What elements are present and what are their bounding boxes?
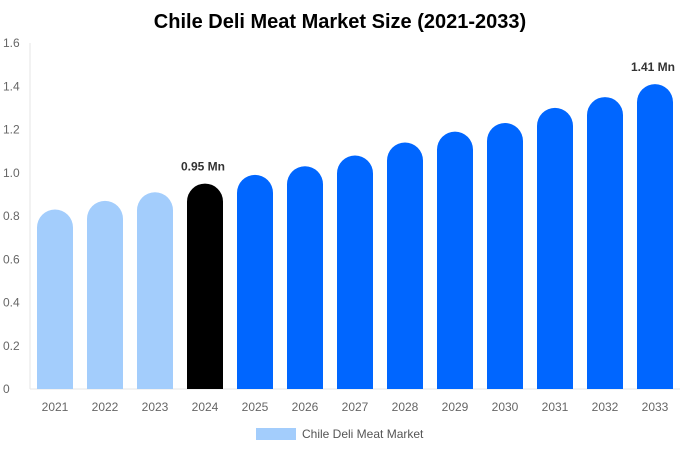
bar-2027[interactable] bbox=[337, 155, 373, 389]
bar-2022[interactable] bbox=[87, 200, 123, 389]
y-tick-label: 0.2 bbox=[3, 339, 20, 353]
x-tick-label: 2028 bbox=[392, 400, 419, 414]
x-tick-label: 2032 bbox=[592, 400, 619, 414]
y-tick-label: 1.2 bbox=[3, 123, 20, 137]
bar-2021[interactable] bbox=[37, 209, 73, 389]
data-label: 0.95 Mn bbox=[181, 160, 225, 174]
y-tick-label: 0.6 bbox=[3, 252, 20, 266]
legend[interactable]: Chile Deli Meat Market bbox=[256, 427, 424, 441]
x-tick-label: 2027 bbox=[342, 400, 369, 414]
y-tick-label: 0.8 bbox=[3, 209, 20, 223]
x-tick-label: 2022 bbox=[92, 400, 119, 414]
bar-2031[interactable] bbox=[537, 107, 573, 390]
y-tick-label: 1.0 bbox=[3, 166, 20, 180]
bar-2026[interactable] bbox=[287, 166, 323, 389]
bar-2030[interactable] bbox=[487, 123, 523, 389]
x-tick-label: 2030 bbox=[492, 400, 519, 414]
legend-label: Chile Deli Meat Market bbox=[302, 427, 424, 441]
x-tick-label: 2033 bbox=[642, 400, 669, 414]
x-tick-label: 2023 bbox=[142, 400, 169, 414]
y-tick-label: 0 bbox=[3, 382, 10, 396]
bar-2032[interactable] bbox=[587, 97, 623, 389]
bar-2024[interactable] bbox=[187, 183, 223, 389]
x-tick-label: 2025 bbox=[242, 400, 269, 414]
y-tick-label: 1.4 bbox=[3, 79, 20, 93]
x-tick-label: 2021 bbox=[42, 400, 69, 414]
bar-2029[interactable] bbox=[437, 131, 473, 389]
bar-2033[interactable] bbox=[637, 84, 673, 390]
x-tick-label: 2026 bbox=[292, 400, 319, 414]
data-label: 1.41 Mn bbox=[631, 60, 675, 74]
x-tick-label: 2031 bbox=[542, 400, 569, 414]
chart-title: Chile Deli Meat Market Size (2021-2033) bbox=[154, 11, 526, 33]
legend-swatch bbox=[256, 428, 296, 440]
bar-2023[interactable] bbox=[137, 192, 173, 389]
bar-2028[interactable] bbox=[387, 142, 423, 389]
y-tick-label: 0.4 bbox=[3, 296, 20, 310]
y-tick-label: 1.6 bbox=[3, 36, 20, 50]
bar-2025[interactable] bbox=[237, 174, 273, 389]
x-tick-label: 2029 bbox=[442, 400, 469, 414]
x-tick-label: 2024 bbox=[192, 400, 219, 414]
